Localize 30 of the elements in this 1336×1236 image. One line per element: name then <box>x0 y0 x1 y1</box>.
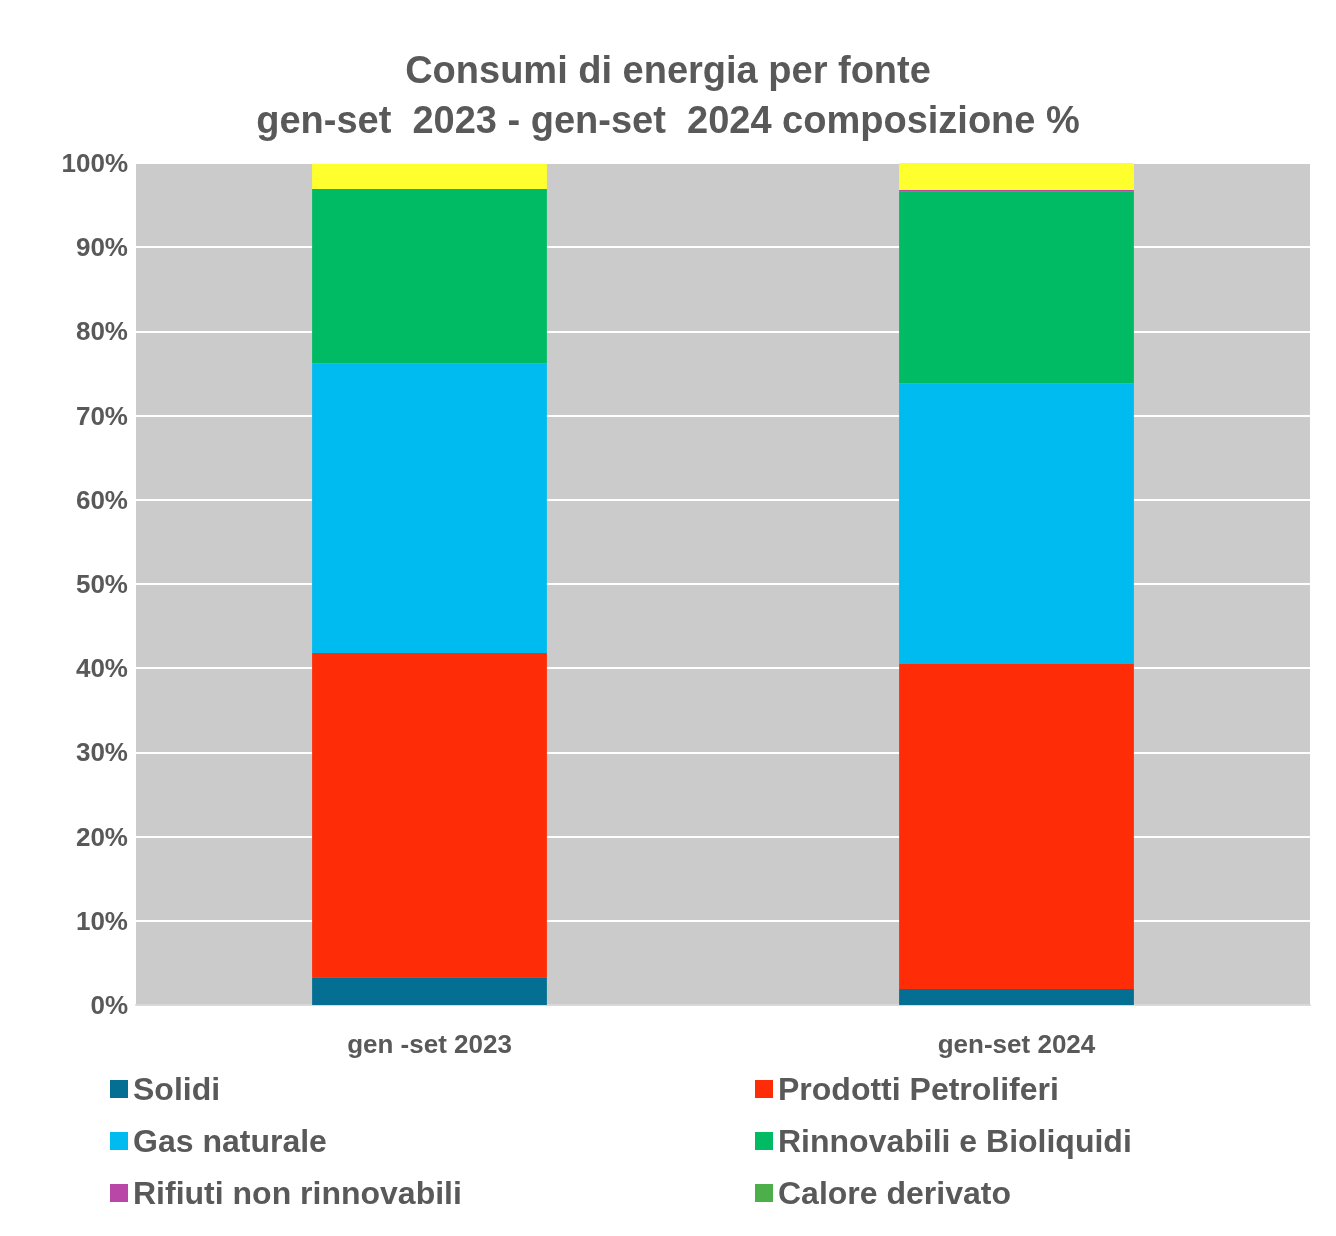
legend-label: Gas naturale <box>133 1123 327 1159</box>
x-tick-label: gen -set 2023 <box>347 1029 512 1059</box>
y-tick-label: 20% <box>75 821 128 852</box>
legend-label: Rinnovabili e Bioliquidi <box>778 1123 1132 1159</box>
y-tick-label: 80% <box>75 316 128 347</box>
y-tick-label: 50% <box>75 569 128 599</box>
x-tick-label: gen-set 2024 <box>937 1029 1096 1059</box>
bar <box>312 977 547 1005</box>
chart-title: Consumi di energia per fonte gen-set 2023 - gen-set 2024 composizione % <box>256 49 1080 141</box>
legend-label: Calore derivato <box>778 1175 1011 1211</box>
y-tick-label: 30% <box>75 737 128 768</box>
bar <box>899 989 1134 1005</box>
y-tick-label: 90% <box>75 232 128 263</box>
bar <box>312 653 547 978</box>
bar <box>312 363 547 654</box>
y-tick-label: 10% <box>75 905 128 936</box>
bar <box>899 383 1134 664</box>
bar <box>899 191 1134 384</box>
legend-label: Prodotti Petroliferi <box>778 1071 1059 1107</box>
bar <box>312 189 547 364</box>
y-tick-label: 60% <box>75 484 128 515</box>
legend-label: Solidi <box>133 1071 221 1107</box>
legend-label: Rifiuti non rinnovabili <box>133 1175 462 1211</box>
bar <box>312 163 547 190</box>
bar <box>899 163 1134 190</box>
y-tick-label: 100% <box>61 148 128 178</box>
bar <box>899 663 1134 989</box>
y-tick-label: 40% <box>75 653 128 684</box>
y-tick-label: 70% <box>75 400 128 431</box>
y-tick-label: 0% <box>90 990 128 1020</box>
